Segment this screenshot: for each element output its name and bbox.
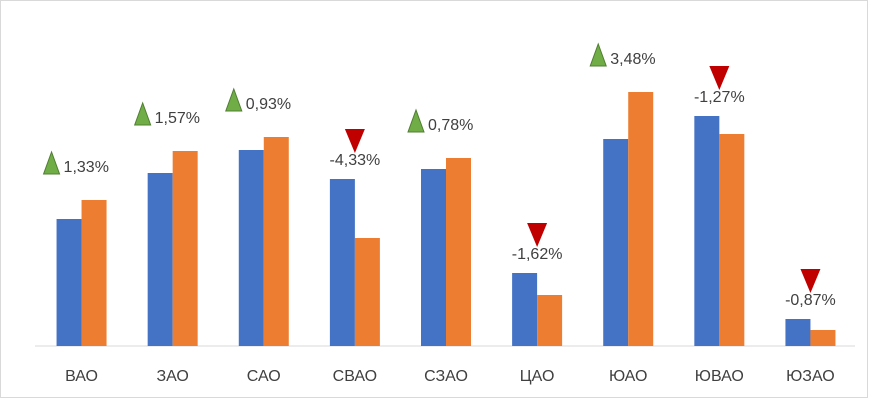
bar-series-1-2 xyxy=(238,150,264,346)
bar-series-2-1 xyxy=(172,151,198,346)
bar-series-1-4 xyxy=(421,169,446,346)
x-tick-label: ЗАО xyxy=(156,368,188,385)
down-arrow-icon xyxy=(709,66,730,90)
bar-series-1-3 xyxy=(329,179,355,346)
up-arrow-icon xyxy=(133,101,152,126)
up-arrow-icon xyxy=(42,150,61,175)
up-arrow-icon xyxy=(589,42,607,67)
x-tick-label: ЦАО xyxy=(520,368,555,385)
x-tick-label: ВАО xyxy=(65,368,98,385)
change-label: 3,48% xyxy=(610,51,655,68)
down-arrow-icon xyxy=(527,223,548,247)
x-tick-label: ЮАО xyxy=(609,368,647,385)
change-label: -4,33% xyxy=(330,152,381,169)
bar-series-1-6 xyxy=(603,139,629,346)
x-tick-label: ЮВАО xyxy=(695,368,744,385)
bar-series-1-8 xyxy=(785,319,811,346)
bar-series-2-7 xyxy=(719,134,745,346)
up-arrow-icon xyxy=(225,87,243,112)
change-label: -1,62% xyxy=(512,246,563,263)
down-arrow-icon xyxy=(344,129,365,153)
x-tick-label: СВАО xyxy=(333,368,377,385)
bar-series-1-1 xyxy=(147,173,173,346)
change-label: 0,78% xyxy=(428,117,473,134)
change-label: -1,27% xyxy=(694,89,745,106)
bar-series-2-4 xyxy=(446,158,471,346)
bar-series-2-3 xyxy=(354,238,380,346)
bar-series-2-8 xyxy=(810,330,836,346)
down-arrow-icon xyxy=(800,269,821,293)
x-tick-label: ЮЗАО xyxy=(786,368,835,385)
bar-series-2-6 xyxy=(628,92,654,346)
change-label: 1,57% xyxy=(155,110,200,127)
bar-series-1-7 xyxy=(694,116,720,346)
x-tick-label: САО xyxy=(247,368,281,385)
bar-series-1-0 xyxy=(56,219,82,346)
change-label: -0,87% xyxy=(785,292,836,309)
bar-series-2-0 xyxy=(81,200,107,346)
x-tick-label: СЗАО xyxy=(424,368,468,385)
change-label: 0,93% xyxy=(246,96,291,113)
change-label: 1,33% xyxy=(64,159,109,176)
up-arrow-icon xyxy=(407,108,425,133)
bar-series-1-5 xyxy=(512,273,538,346)
bar-series-2-5 xyxy=(537,295,563,346)
bar-series-2-2 xyxy=(263,137,289,346)
